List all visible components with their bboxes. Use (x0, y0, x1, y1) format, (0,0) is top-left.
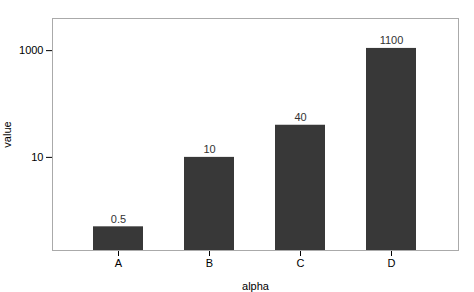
svg-text:10: 10 (203, 143, 215, 155)
svg-text:alpha: alpha (242, 280, 270, 292)
svg-text:0.5: 0.5 (111, 213, 126, 225)
svg-text:C: C (297, 257, 305, 269)
svg-text:value: value (1, 121, 13, 147)
svg-text:1100: 1100 (380, 34, 404, 46)
svg-text:D: D (388, 257, 396, 269)
svg-text:1000: 1000 (19, 44, 43, 56)
svg-text:10: 10 (31, 151, 43, 163)
svg-text:B: B (206, 257, 213, 269)
svg-text:A: A (115, 257, 123, 269)
svg-text:40: 40 (294, 111, 306, 123)
